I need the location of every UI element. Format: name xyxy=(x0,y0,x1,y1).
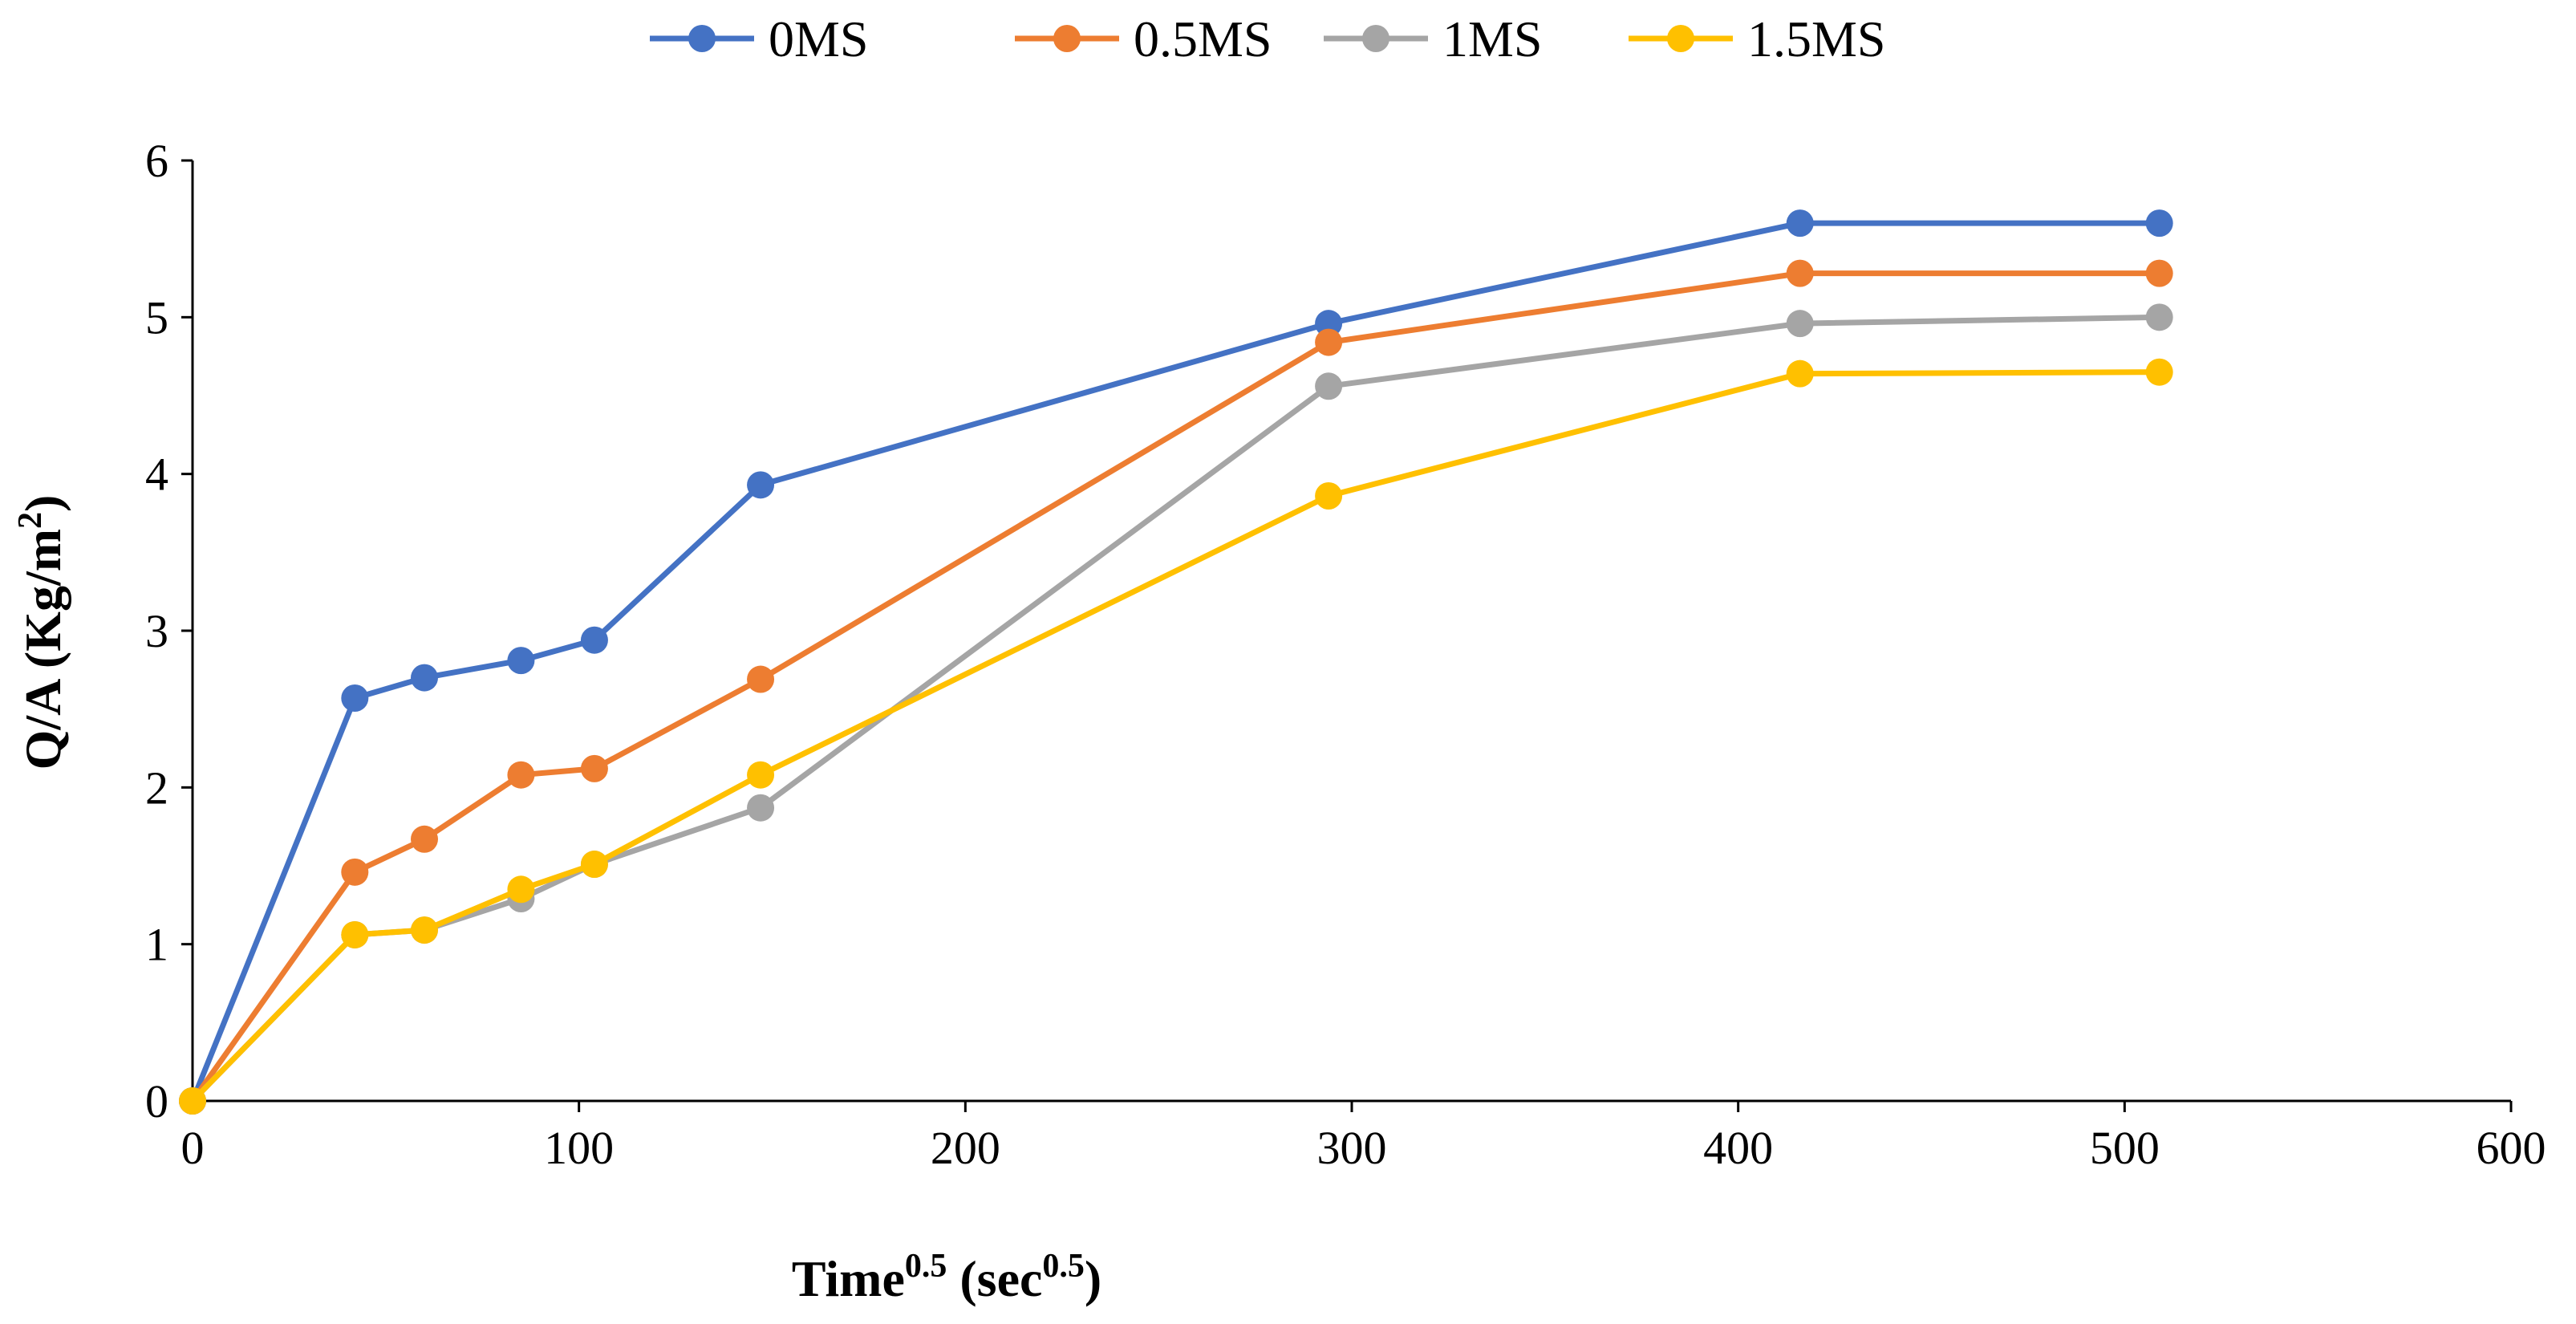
data-point xyxy=(411,825,438,853)
x-tick-label: 400 xyxy=(1703,1122,1773,1174)
data-point xyxy=(2145,259,2173,287)
legend-label: 1MS xyxy=(1442,10,1543,67)
legend-item: 1MS xyxy=(1324,10,1543,67)
x-axis-title: Time0.5 (sec0.5) xyxy=(792,1248,1101,1307)
x-tick-label: 600 xyxy=(2477,1122,2546,1174)
legend-swatch-marker xyxy=(688,25,716,52)
y-tick-label: 1 xyxy=(145,919,168,971)
legend-label: 0MS xyxy=(769,10,869,67)
series-line xyxy=(190,270,2160,1103)
data-point xyxy=(507,875,535,904)
data-point xyxy=(341,684,369,712)
series-1.5MS xyxy=(179,358,2173,1115)
data-point xyxy=(1315,482,1343,510)
legend-swatch-marker xyxy=(1667,25,1694,52)
data-point xyxy=(1315,372,1343,400)
data-point xyxy=(1786,359,1814,388)
data-point xyxy=(747,761,775,789)
data-point xyxy=(580,626,608,654)
y-tick-label: 6 xyxy=(145,135,168,187)
data-point xyxy=(1315,310,1343,338)
data-point xyxy=(1786,259,1814,287)
x-tick-label: 300 xyxy=(1317,1122,1387,1174)
y-axis-ticks: 0 1 2 3 4 5 6 xyxy=(145,135,193,1127)
data-point xyxy=(2145,358,2173,386)
legend: 0MS 0.5MS 1MS 1.5MS xyxy=(650,10,1886,67)
data-point xyxy=(747,665,775,693)
data-point xyxy=(580,851,608,879)
x-axis-ticks: 0 100 200 300 400 500 600 xyxy=(181,1101,2546,1174)
data-point xyxy=(179,1087,206,1115)
data-point xyxy=(507,647,535,675)
series-line xyxy=(190,369,2160,1103)
data-point xyxy=(747,471,775,499)
data-point xyxy=(747,794,775,822)
legend-label: 1.5MS xyxy=(1747,10,1886,67)
data-point xyxy=(341,858,369,886)
x-tick-label: 200 xyxy=(931,1122,1000,1174)
legend-item: 1.5MS xyxy=(1629,10,1886,67)
series-1MS xyxy=(179,303,2173,1115)
legend-item: 0MS xyxy=(650,10,869,67)
data-point xyxy=(1786,310,1814,338)
y-axis-title: Q/A (Kg/m2) xyxy=(12,495,71,770)
data-point xyxy=(580,754,608,782)
axes: 0 1 2 3 4 5 6 0 100 200 300 400 500 600 xyxy=(145,135,2546,1174)
y-tick-label: 2 xyxy=(145,762,168,814)
x-tick-label: 500 xyxy=(2090,1122,2160,1174)
data-point xyxy=(507,761,535,789)
x-tick-label: 0 xyxy=(181,1122,205,1174)
data-point xyxy=(2145,303,2173,331)
legend-swatch-marker xyxy=(1053,25,1081,52)
y-tick-label: 3 xyxy=(145,605,168,657)
series-0MS xyxy=(179,209,2173,1115)
data-point xyxy=(1315,328,1343,356)
y-tick-label: 5 xyxy=(145,291,168,343)
y-tick-label: 0 xyxy=(145,1075,168,1127)
data-point xyxy=(411,664,438,692)
series-line xyxy=(189,220,2160,1103)
legend-label: 0.5MS xyxy=(1134,10,1272,67)
data-point xyxy=(341,920,369,948)
series-layer xyxy=(179,209,2173,1115)
legend-item: 0.5MS xyxy=(1015,10,1272,67)
series-0.5MS xyxy=(179,259,2173,1115)
legend-swatch-marker xyxy=(1362,25,1389,52)
data-point xyxy=(411,916,438,944)
y-tick-label: 4 xyxy=(145,449,168,501)
data-point xyxy=(2145,209,2173,238)
data-point xyxy=(1786,209,1814,238)
x-tick-label: 100 xyxy=(544,1122,614,1174)
